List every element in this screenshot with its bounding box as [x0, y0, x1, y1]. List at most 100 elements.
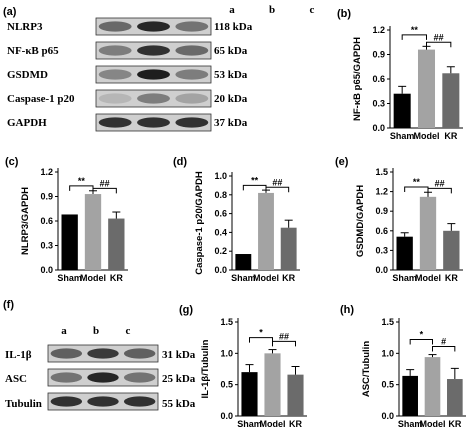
- blot-row-gapdh: GAPDH 37 kDa: [7, 117, 248, 129]
- blot-row-size: 65 kDa: [214, 45, 248, 57]
- blot-row-size: 55 kDa: [162, 398, 196, 410]
- bar: [424, 357, 441, 416]
- panel-label-f: (f): [3, 299, 14, 311]
- chart-d: (d) 0.0 0.2 0.4 0.6 0.8 1.0 Caspase-1 p20/GAPDH…: [173, 156, 300, 283]
- bar: [419, 196, 437, 270]
- blot-band: [123, 348, 156, 359]
- lane-label-c: c: [126, 325, 131, 337]
- blot-row-tubulin: Tubulin 55 kDa: [5, 398, 196, 410]
- x-tick-label: KR: [448, 419, 461, 429]
- blot-band: [98, 21, 132, 32]
- x-tick-label: Sham: [237, 419, 262, 429]
- y-tick-label: 1.5: [381, 317, 394, 327]
- blot-band: [50, 372, 83, 383]
- y-axis-label: NLRP3/GAPDH: [20, 187, 31, 255]
- x-tick-label: Model: [260, 419, 286, 429]
- significance-bracket: [92, 187, 117, 194]
- significance-label: ##: [279, 331, 289, 341]
- y-tick-label: 0.0: [381, 411, 394, 421]
- panel-label-a: (a): [3, 6, 17, 18]
- blot-strip: [95, 17, 212, 36]
- blot-row-size: 20 kDa: [214, 93, 248, 105]
- blot-band: [87, 372, 119, 383]
- blot-row-label: GAPDH: [7, 117, 47, 129]
- y-tick-label: 1.2: [372, 25, 385, 35]
- panel-label: (g): [179, 304, 193, 316]
- panel-label: (e): [335, 156, 349, 168]
- chart-b: (b) 0.0 0.3 0.6 0.9 1.2 NF-κB p65/GAPDH Sham Mod…: [337, 8, 463, 141]
- y-tick-label: 1.5: [375, 167, 388, 177]
- y-axis-label: GSDMD/GAPDH: [355, 185, 366, 257]
- y-tick-label: 0.3: [375, 245, 388, 255]
- blot-band: [137, 21, 170, 32]
- y-tick-label: 0.2: [214, 246, 227, 256]
- y-axis-label: ASC/Tubulin: [361, 341, 372, 397]
- x-tick-label: KR: [445, 273, 458, 283]
- bar: [287, 374, 304, 416]
- bar: [393, 93, 411, 128]
- x-tick-label: Model: [414, 131, 440, 141]
- y-tick-label: 0.6: [40, 216, 53, 226]
- significance-label: *: [259, 328, 263, 338]
- panel-label: (c): [5, 156, 19, 168]
- blot-band: [123, 396, 156, 407]
- y-tick-label: 0.0: [214, 265, 227, 275]
- blot-row-nlrp3: NLRP3 118 kDa: [7, 21, 253, 33]
- y-axis-label: IL-1β/Tubulin: [200, 339, 211, 398]
- blot-band: [137, 117, 170, 128]
- bar: [61, 214, 78, 270]
- blot-strip: [95, 41, 212, 60]
- significance-bracket: [69, 185, 94, 191]
- panel-label: (h): [340, 304, 354, 316]
- blot-strip: [95, 113, 212, 132]
- blot-band: [137, 45, 170, 56]
- y-tick-label: 0.5: [220, 380, 233, 390]
- blot-panel-a: (a) a b c NLRP3 118 kDa NF-κB p65 65 kDa…: [3, 4, 315, 132]
- blot-row-label: GSDMD: [7, 69, 48, 81]
- y-tick-label: 1.2: [375, 187, 388, 197]
- bar: [264, 353, 281, 416]
- y-tick-label: 0.8: [214, 190, 227, 200]
- x-tick-label: Model: [80, 273, 106, 283]
- chart-e: (e) 0.0 0.3 0.6 0.9 1.2 1.5 GSDMD/GAPDH ShamMode…: [335, 156, 463, 283]
- significance-bracket: [432, 345, 456, 352]
- significance-bracket: [265, 186, 290, 193]
- y-tick-label: 0.3: [372, 99, 385, 109]
- blot-strip: [95, 89, 212, 108]
- blot-strip: [47, 368, 159, 387]
- significance-label: **: [251, 175, 259, 185]
- significance-label: ##: [272, 177, 282, 187]
- x-tick-label: Model: [253, 273, 279, 283]
- x-tick-label: Model: [415, 273, 441, 283]
- blot-row-size: 31 kDa: [162, 349, 196, 361]
- x-tick-label: Sham: [398, 419, 423, 429]
- y-tick-label: 0.9: [40, 192, 53, 202]
- y-axis-label: NF-κB p65/GAPDH: [352, 37, 363, 121]
- blot-row-caspase1-p20: Caspase-1 p20 20 kDa: [7, 93, 248, 105]
- y-tick-label: 0.0: [220, 411, 233, 421]
- bar: [442, 73, 460, 128]
- bar: [235, 254, 252, 270]
- lane-label-a: a: [61, 325, 67, 337]
- blot-band: [175, 93, 209, 104]
- significance-bracket: [409, 339, 433, 345]
- blot-row-label: Tubulin: [5, 398, 42, 410]
- blot-band: [175, 21, 209, 32]
- blot-band: [123, 372, 156, 383]
- blot-row-label: IL-1β: [5, 349, 32, 361]
- panel-label: (d): [173, 156, 187, 168]
- panel-label: (b): [337, 8, 351, 20]
- significance-label: #: [441, 336, 446, 346]
- blot-band: [137, 69, 170, 80]
- blot-band: [98, 93, 132, 104]
- significance-bracket: [249, 337, 273, 343]
- x-tick-label: Sham: [390, 131, 415, 141]
- significance-label: ##: [435, 178, 445, 188]
- x-tick-label: KR: [444, 131, 457, 141]
- bar: [447, 379, 463, 416]
- significance-label: *: [420, 330, 424, 340]
- blot-band: [175, 117, 209, 128]
- lane-label-b: b: [93, 325, 99, 337]
